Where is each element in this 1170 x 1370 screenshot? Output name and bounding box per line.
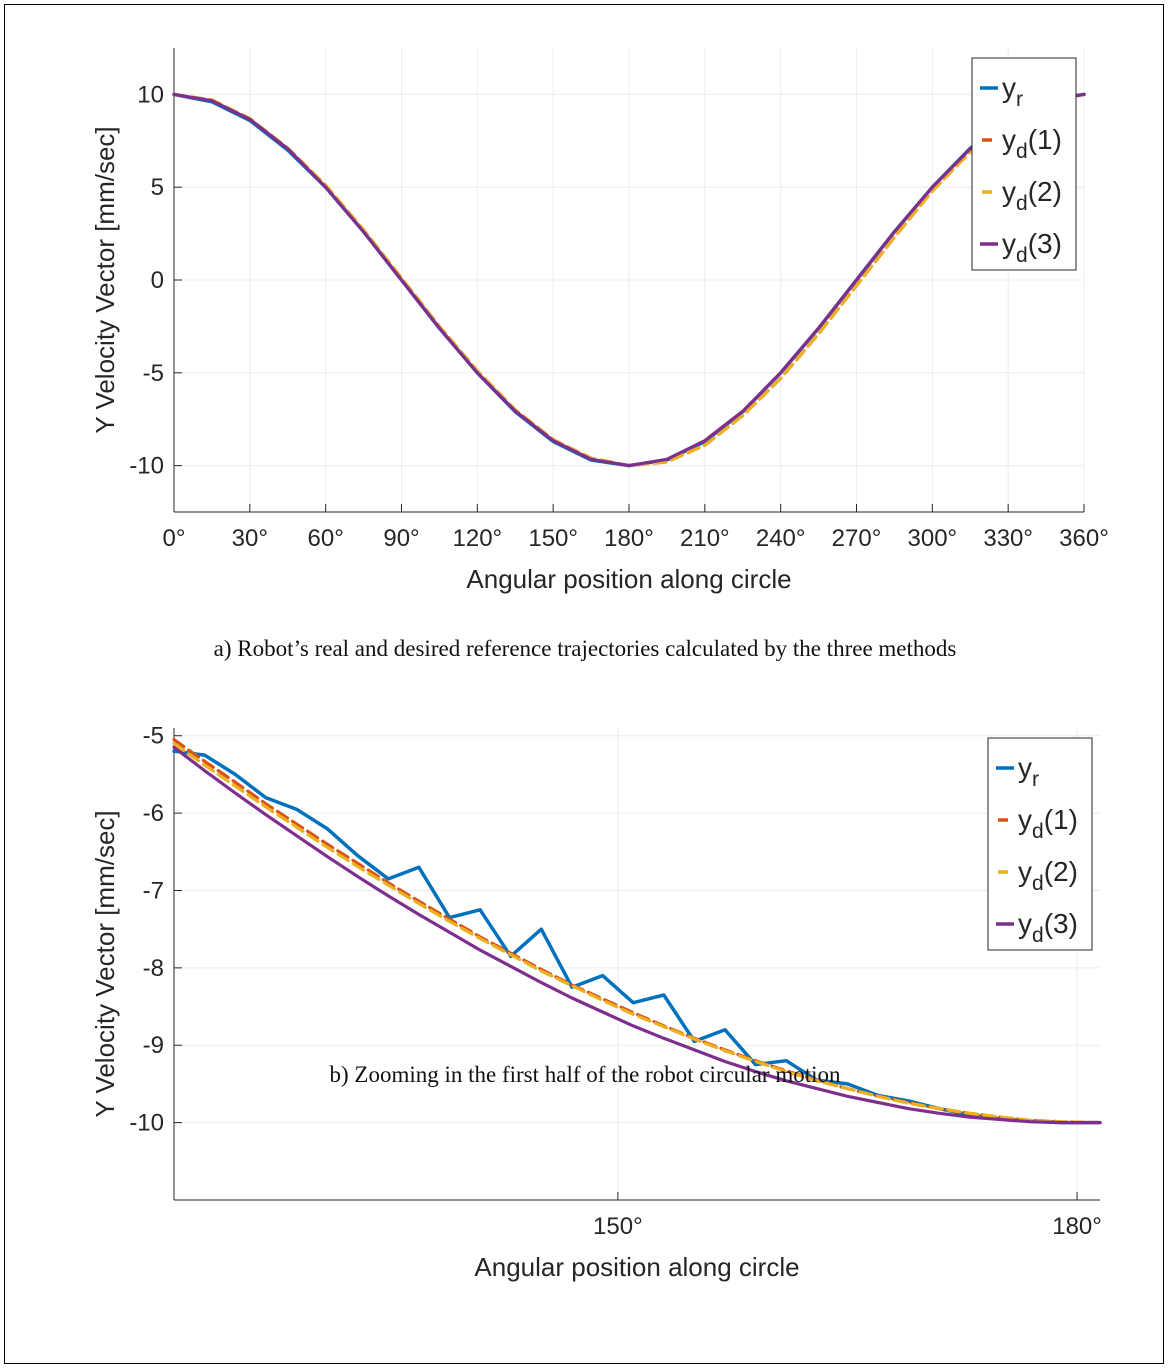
x-tick-label: 360° <box>1059 525 1109 552</box>
x-tick-label: 120° <box>453 525 503 552</box>
y-tick-label: 10 <box>137 81 164 108</box>
y-tick-label: 5 <box>151 174 164 201</box>
legend-label-yr: yr <box>1002 72 1023 111</box>
y-axis-label: Y Velocity Vector [mm/sec] <box>90 126 120 433</box>
caption-a: a) Robot’s real and desired reference tr… <box>213 636 957 661</box>
legend-label-yd2: yd(2) <box>1002 176 1062 215</box>
y-tick-label: -10 <box>129 453 164 480</box>
chart-a: 0° 30° 60° 90° 120° 150° 180° 210° 240° 270° 300° 3… <box>90 48 1109 594</box>
x-tick-label: 270° <box>832 525 882 552</box>
legend-box <box>971 57 1077 271</box>
y-tick-label: -5 <box>143 360 164 387</box>
x-tick-label: 60° <box>308 525 344 552</box>
x-tick-label: 300° <box>908 525 958 552</box>
x-tick-label: 150° <box>528 525 578 552</box>
caption-b: b) Zooming in the first half of the robo… <box>329 1062 841 1087</box>
x-tick-label: 90° <box>383 525 419 552</box>
x-tick-label: 210° <box>680 525 730 552</box>
legend-label-yd3: yd(3) <box>1002 228 1062 267</box>
x-tick-label: 30° <box>232 525 268 552</box>
x-tick-label: 0° <box>163 525 186 552</box>
y-tick-label: 0 <box>151 267 164 294</box>
x-tick-label: 240° <box>756 525 806 552</box>
figure-frame <box>4 4 1164 1364</box>
x-tick-label: 180° <box>604 525 654 552</box>
x-axis-label: Angular position along circle <box>466 564 791 594</box>
legend-label-yd1: yd(1) <box>1002 124 1062 163</box>
series-line-yd3 <box>172 92 1086 468</box>
x-tick-label: 330° <box>983 525 1033 552</box>
